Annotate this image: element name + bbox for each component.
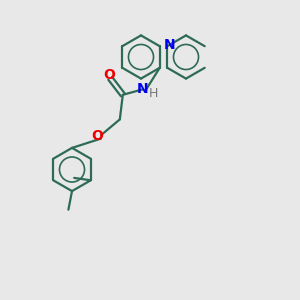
Text: H: H: [149, 87, 158, 101]
Text: O: O: [103, 68, 115, 82]
Text: N: N: [137, 82, 148, 96]
Text: O: O: [92, 129, 103, 142]
Text: N: N: [164, 38, 176, 52]
